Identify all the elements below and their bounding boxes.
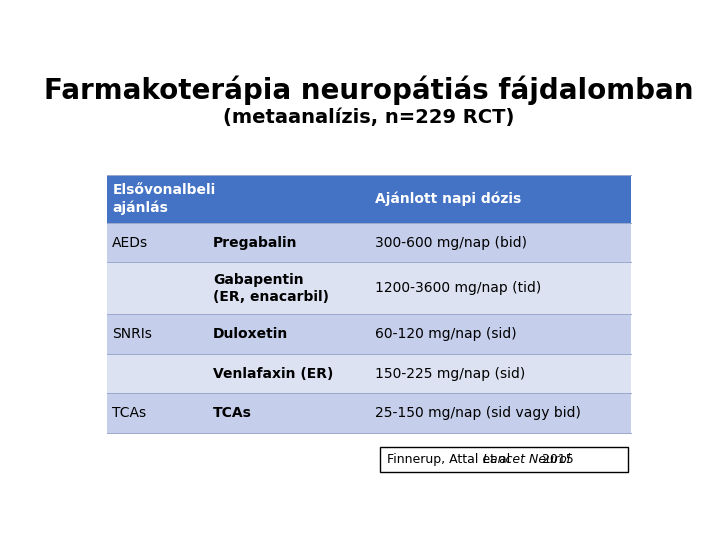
Text: 1200-3600 mg/nap (tid): 1200-3600 mg/nap (tid) (374, 281, 541, 295)
Text: 150-225 mg/nap (sid): 150-225 mg/nap (sid) (374, 367, 525, 381)
FancyBboxPatch shape (107, 223, 631, 262)
Text: Finnerup, Attal et al: Finnerup, Attal et al (387, 453, 514, 467)
Text: Ajánlott napi dózis: Ajánlott napi dózis (374, 192, 521, 206)
FancyBboxPatch shape (107, 262, 631, 314)
Text: Gabapentin
(ER, enacarbil): Gabapentin (ER, enacarbil) (213, 273, 329, 304)
Text: 300-600 mg/nap (bid): 300-600 mg/nap (bid) (374, 235, 526, 249)
FancyBboxPatch shape (380, 447, 629, 472)
Text: 2015: 2015 (538, 453, 573, 467)
FancyBboxPatch shape (107, 393, 631, 433)
FancyBboxPatch shape (107, 314, 631, 354)
Text: TCAs: TCAs (112, 406, 146, 420)
Text: 25-150 mg/nap (sid vagy bid): 25-150 mg/nap (sid vagy bid) (374, 406, 580, 420)
Text: TCAs: TCAs (213, 406, 251, 420)
Text: AEDs: AEDs (112, 235, 148, 249)
Text: Farmakoterápia neuropátiás fájdalomban: Farmakoterápia neuropátiás fájdalomban (44, 75, 694, 105)
FancyBboxPatch shape (107, 354, 631, 393)
Text: Venlafaxin (ER): Venlafaxin (ER) (213, 367, 333, 381)
Text: 60-120 mg/nap (sid): 60-120 mg/nap (sid) (374, 327, 516, 341)
Text: Lancet Neurol: Lancet Neurol (483, 453, 570, 467)
Text: SNRIs: SNRIs (112, 327, 152, 341)
Text: Pregabalin: Pregabalin (213, 235, 297, 249)
Text: Duloxetin: Duloxetin (213, 327, 288, 341)
Text: (metaanalízis, n=229 RCT): (metaanalízis, n=229 RCT) (223, 109, 515, 127)
Text: Elsővonalbeli
ajánlás: Elsővonalbeli ajánlás (112, 183, 215, 215)
FancyBboxPatch shape (107, 175, 631, 223)
